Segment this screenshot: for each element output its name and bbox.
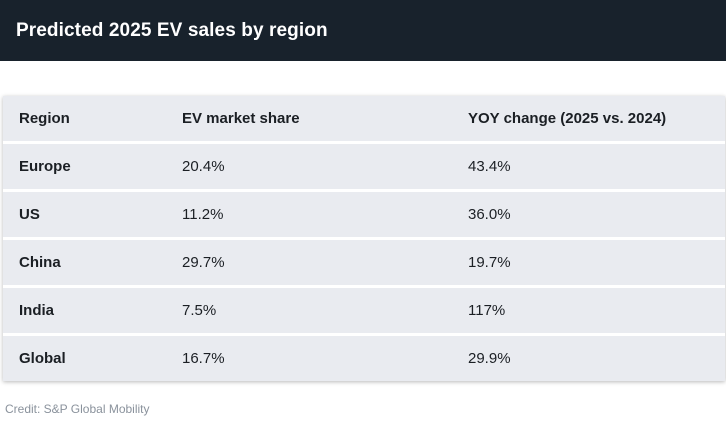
table-row: US 11.2% 36.0% xyxy=(3,192,725,237)
table-row: Europe 20.4% 43.4% xyxy=(3,144,725,189)
table-row: China 29.7% 19.7% xyxy=(3,240,725,285)
market-share-cell: 7.5% xyxy=(182,302,217,319)
title-bar: Predicted 2025 EV sales by region xyxy=(0,0,726,61)
yoy-change-cell: 43.4% xyxy=(468,158,511,175)
market-share-cell: 20.4% xyxy=(182,158,225,175)
table-header-row: Region EV market share YOY change (2025 … xyxy=(3,96,725,141)
region-cell: China xyxy=(19,254,61,271)
region-cell: Global xyxy=(19,350,66,367)
region-cell: India xyxy=(19,302,55,319)
data-table: Region EV market share YOY change (2025 … xyxy=(3,96,725,381)
region-cell: US xyxy=(19,206,40,223)
yoy-change-cell: 19.7% xyxy=(468,254,511,271)
yoy-change-cell: 117% xyxy=(468,302,506,319)
market-share-cell: 11.2% xyxy=(182,206,224,223)
column-header-market-share: EV market share xyxy=(182,110,300,127)
credit-text: Credit: S&P Global Mobility xyxy=(5,402,150,416)
column-header-region: Region xyxy=(19,110,70,127)
table-row: Global 16.7% 29.9% xyxy=(3,336,725,381)
table-row: India 7.5% 117% xyxy=(3,288,725,333)
column-header-yoy-change: YOY change (2025 vs. 2024) xyxy=(468,110,667,127)
region-cell: Europe xyxy=(19,158,71,175)
yoy-change-cell: 29.9% xyxy=(468,350,511,367)
yoy-change-cell: 36.0% xyxy=(468,206,511,223)
market-share-cell: 16.7% xyxy=(182,350,225,367)
market-share-cell: 29.7% xyxy=(182,254,225,271)
page-title: Predicted 2025 EV sales by region xyxy=(16,19,328,41)
